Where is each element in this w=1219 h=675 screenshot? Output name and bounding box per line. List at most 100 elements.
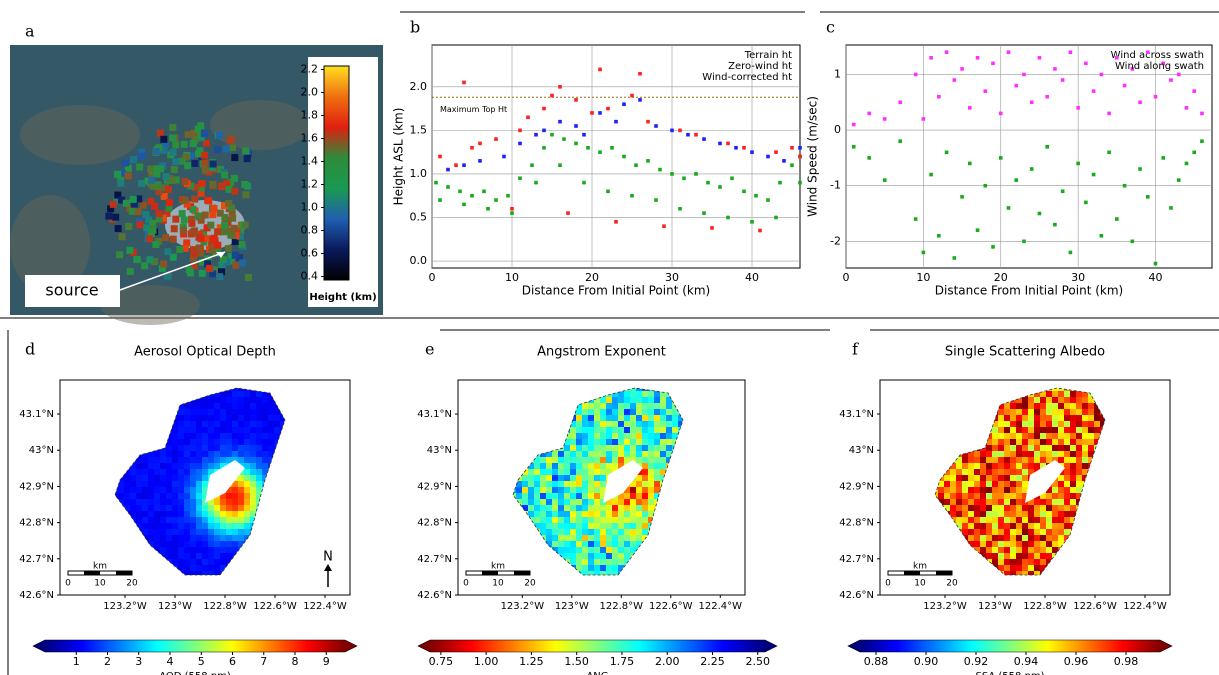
- retrieval-pixel: [1064, 529, 1070, 535]
- retrieval-pixel: [232, 535, 238, 541]
- retrieval-pixel: [1022, 571, 1028, 575]
- height-pixel: [148, 176, 156, 184]
- retrieval-pixel: [636, 511, 642, 517]
- retrieval-pixel: [618, 523, 624, 529]
- retrieval-pixel: [1064, 535, 1070, 541]
- retrieval-pixel: [576, 415, 582, 421]
- retrieval-pixel: [1028, 469, 1034, 475]
- retrieval-pixel: [214, 451, 220, 457]
- retrieval-pixel: [606, 397, 612, 403]
- retrieval-pixel: [214, 547, 220, 553]
- retrieval-pixel: [172, 463, 178, 469]
- height-pixel: [225, 185, 233, 193]
- retrieval-pixel: [118, 499, 124, 505]
- retrieval-pixel: [202, 553, 208, 559]
- retrieval-pixel: [1028, 547, 1034, 553]
- retrieval-pixel: [992, 559, 998, 565]
- height-pixel: [214, 146, 222, 154]
- retrieval-pixel: [244, 421, 250, 427]
- retrieval-pixel: [190, 511, 196, 517]
- retrieval-pixel: [220, 517, 226, 523]
- retrieval-pixel: [998, 409, 1004, 415]
- retrieval-pixel: [654, 475, 660, 481]
- retrieval-pixel: [160, 505, 166, 511]
- retrieval-pixel: [196, 505, 202, 511]
- retrieval-pixel: [1082, 439, 1088, 445]
- retrieval-pixel: [1004, 469, 1010, 475]
- retrieval-pixel: [1004, 445, 1010, 451]
- retrieval-pixel: [262, 433, 268, 439]
- retrieval-pixel: [642, 523, 648, 529]
- retrieval-pixel: [166, 439, 172, 445]
- retrieval-pixel: [136, 481, 142, 487]
- retrieval-pixel: [1010, 421, 1016, 427]
- retrieval-pixel: [624, 433, 630, 439]
- retrieval-pixel: [660, 445, 666, 451]
- point: [630, 93, 634, 98]
- retrieval-pixel: [232, 517, 238, 523]
- retrieval-pixel: [214, 499, 220, 505]
- retrieval-pixel: [1064, 403, 1070, 409]
- retrieval-pixel: [588, 439, 594, 445]
- height-pixel: [191, 195, 199, 203]
- retrieval-pixel: [944, 487, 950, 493]
- retrieval-pixel: [582, 475, 588, 481]
- retrieval-pixel: [1040, 535, 1046, 541]
- point: [566, 211, 570, 215]
- point: [542, 106, 546, 111]
- retrieval-pixel: [1046, 511, 1052, 517]
- retrieval-pixel: [184, 523, 190, 529]
- retrieval-pixel: [618, 463, 624, 469]
- x-tick-label: 122.6°W: [1073, 601, 1117, 612]
- retrieval-pixel: [1052, 517, 1058, 523]
- height-pixel: [208, 246, 216, 254]
- retrieval-pixel: [1046, 397, 1052, 403]
- retrieval-pixel: [1016, 553, 1022, 559]
- colorbar-tick-label: 0.96: [1064, 655, 1089, 668]
- point: [1091, 89, 1096, 93]
- retrieval-pixel: [232, 499, 238, 505]
- point: [494, 137, 498, 141]
- point: [1169, 78, 1173, 82]
- retrieval-pixel: [196, 403, 202, 409]
- retrieval-pixel: [630, 529, 636, 535]
- retrieval-pixel: [540, 529, 546, 535]
- height-pixel: [198, 269, 206, 277]
- retrieval-pixel: [636, 433, 642, 439]
- retrieval-pixel: [190, 505, 196, 511]
- retrieval-pixel: [232, 481, 238, 487]
- retrieval-pixel: [166, 511, 172, 517]
- retrieval-pixel: [1004, 541, 1010, 547]
- retrieval-pixel: [154, 457, 160, 463]
- point: [550, 132, 554, 137]
- height-pixel: [196, 147, 204, 155]
- retrieval-pixel: [630, 421, 636, 427]
- height-pixel: [208, 240, 216, 248]
- retrieval-pixel: [552, 481, 558, 487]
- retrieval-pixel: [588, 553, 594, 559]
- retrieval-pixel: [256, 457, 262, 463]
- retrieval-pixel: [1034, 565, 1040, 571]
- retrieval-pixel: [184, 487, 190, 493]
- retrieval-pixel: [178, 505, 184, 511]
- height-pixel: [180, 230, 188, 238]
- retrieval-pixel: [528, 493, 534, 499]
- retrieval-pixel: [576, 427, 582, 433]
- retrieval-pixel: [606, 421, 612, 427]
- retrieval-pixel: [226, 517, 232, 523]
- retrieval-pixel: [564, 541, 570, 547]
- retrieval-pixel: [654, 391, 660, 397]
- retrieval-pixel: [244, 523, 250, 529]
- retrieval-pixel: [202, 541, 208, 547]
- retrieval-pixel: [648, 409, 654, 415]
- retrieval-pixel: [244, 397, 250, 403]
- retrieval-pixel: [636, 445, 642, 451]
- retrieval-pixel: [1028, 553, 1034, 559]
- retrieval-pixel: [250, 427, 256, 433]
- retrieval-pixel: [148, 541, 154, 547]
- point: [670, 172, 674, 176]
- retrieval-pixel: [214, 463, 220, 469]
- retrieval-pixel: [130, 481, 136, 487]
- point: [706, 180, 710, 185]
- retrieval-pixel: [154, 535, 160, 541]
